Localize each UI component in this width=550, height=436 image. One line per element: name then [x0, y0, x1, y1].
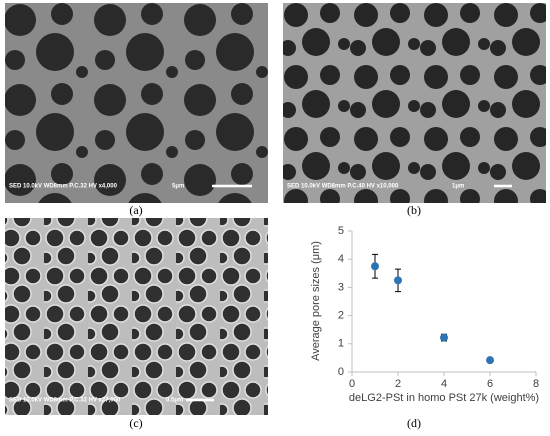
sem-image-a: SED 10.0kV WD8mm P.C.32 HV x4,000 5μm — [5, 3, 268, 203]
sem-info: SED 10.0kV WD8mm P.C.40 HV x10,000 — [287, 184, 399, 190]
x-axis-title: deLG2-PSt in homo PSt 27k (weight%) — [349, 392, 539, 404]
panel-label: (a) — [129, 203, 142, 217]
panel-label: (c) — [129, 416, 142, 430]
scale-text: 1μm — [452, 184, 464, 190]
y-axis-title: Average pore sizes (μm) — [310, 241, 322, 361]
x-tick-label: 8 — [533, 378, 539, 390]
y-tick-label: 5 — [338, 225, 344, 237]
y-tick-label: 0 — [338, 366, 344, 378]
y-tick-label: 2 — [338, 310, 344, 322]
point — [440, 333, 448, 342]
x-tick-label: 6 — [487, 378, 493, 390]
x-tick-label: 4 — [441, 378, 447, 390]
sem-image-c: SED 10.0kV WD8mm P.C.32 HV x27,000 0.5μm — [5, 218, 268, 415]
point — [394, 276, 402, 285]
x-tick-label: 2 — [395, 378, 401, 390]
point — [371, 262, 379, 271]
y-tick-label: 1 — [338, 338, 344, 350]
panel-label: (d) — [407, 416, 421, 430]
scale-text: 5μm — [172, 184, 184, 190]
x-tick-label: 0 — [349, 378, 355, 390]
scale-text: 0.5μm — [166, 398, 183, 404]
sem-info: SED 10.0kV WD8mm P.C.32 HV x27,000 — [9, 398, 121, 404]
sem-info: SED 10.0kV WD8mm P.C.32 HV x4,000 — [9, 184, 118, 190]
sem-image-b: SED 10.0kV WD8mm P.C.40 HV x10,000 1μm — [283, 3, 546, 203]
y-tick-label: 3 — [338, 281, 344, 293]
y-tick-label: 4 — [338, 253, 344, 265]
point — [486, 356, 494, 365]
panel-label: (b) — [407, 203, 421, 217]
